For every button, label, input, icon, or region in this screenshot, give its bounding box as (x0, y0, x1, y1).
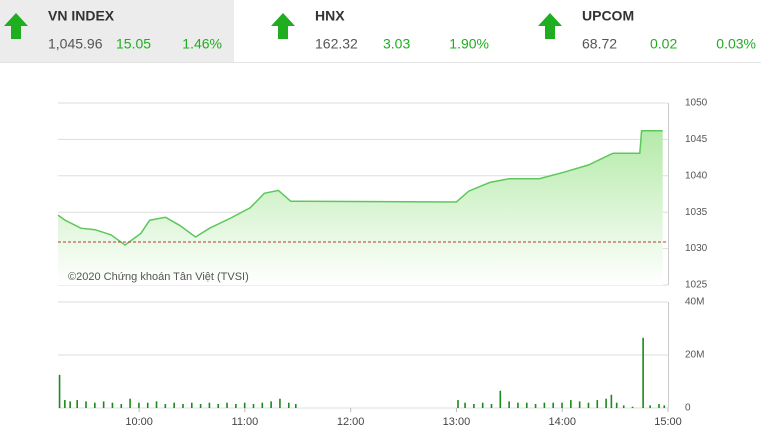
volume-bar (457, 400, 459, 408)
volume-bar (642, 337, 644, 408)
volume-bar (173, 402, 175, 408)
volume-bar (58, 374, 61, 408)
ticker-percent: 0.03% (716, 36, 756, 52)
ticker-change: 0.02 (650, 36, 677, 52)
volume-bar (622, 405, 625, 408)
volume-bar (279, 398, 281, 408)
volume-bar (534, 404, 537, 408)
price-area (58, 130, 663, 285)
volume-bar (649, 405, 651, 408)
up-arrow (538, 13, 562, 39)
volume-bar (464, 402, 466, 408)
volume-bar (243, 402, 246, 408)
x-tick-label: 11:00 (232, 416, 259, 428)
volume-bar (481, 402, 484, 408)
volume-bar (473, 404, 475, 408)
up-arrow (4, 13, 28, 39)
volume-bar (578, 401, 581, 408)
ticker-price: 68.72 (582, 36, 617, 52)
volume-bar (120, 404, 123, 408)
volume-bar (517, 402, 519, 408)
volume-bar (631, 406, 634, 408)
volume-bar (525, 402, 528, 408)
volume-bar (190, 402, 193, 408)
volume-bar (252, 404, 255, 408)
x-tick-label: 15:00 (654, 416, 682, 428)
y-tick-label: 1045 (685, 134, 708, 145)
x-tick-label: 14:00 (548, 416, 576, 428)
volume-bar (508, 401, 510, 408)
x-tick-label: 10:00 (125, 416, 153, 428)
volume-bar (146, 402, 149, 408)
y-tick-label: 20M (685, 350, 704, 361)
ticker-name: VN INDEX (48, 8, 115, 24)
volume-bar (164, 404, 167, 408)
volume-bar (596, 400, 599, 408)
volume-bar (552, 402, 555, 408)
annotation: ©2020 Chứng khoán Tân Việt (TVSI) (68, 271, 249, 283)
volume-bar (94, 402, 96, 408)
ticker-price: 1,045.96 (48, 36, 103, 52)
y-tick-label: 1050 (685, 98, 708, 109)
active-tab[interactable] (0, 0, 234, 62)
ticker-change: 3.03 (383, 36, 410, 52)
volume-bar (295, 404, 297, 408)
ticker-percent: 1.46% (182, 36, 222, 52)
volume-bar (76, 400, 78, 408)
x-tick-label: 13:00 (443, 416, 471, 428)
volume-bar (64, 400, 66, 408)
y-tick-label: 1030 (685, 243, 708, 254)
volume-bar (663, 405, 666, 408)
volume-bar (658, 404, 660, 408)
volume-bar (235, 404, 237, 408)
volume-bar (182, 404, 184, 408)
ticker-change: 15.05 (116, 36, 151, 52)
price-line (57, 129, 663, 246)
volume-bar (129, 398, 131, 408)
y-tick-label: 1040 (685, 170, 708, 181)
ticker-price: 162.32 (315, 36, 358, 52)
volume-bar (199, 404, 202, 408)
volume-bar (561, 402, 563, 408)
y-tick-label: 0 (685, 403, 691, 414)
volume-bar (111, 402, 114, 408)
volume-bar (69, 401, 71, 408)
volume-bar (615, 402, 618, 408)
volume-bar (570, 400, 572, 408)
volume-bar (138, 402, 140, 408)
volume-bar (85, 401, 87, 408)
volume-bar (261, 402, 264, 408)
volume-bar (217, 404, 220, 408)
volume-bar (610, 394, 613, 408)
y-tick-label: 40M (685, 297, 704, 308)
volume-bar (287, 402, 290, 408)
up-arrow (271, 13, 295, 39)
volume-bar (155, 401, 158, 408)
volume-bar (270, 401, 272, 408)
ticker-name: UPCOM (582, 8, 634, 24)
volume-bar (499, 390, 502, 408)
volume-bar (490, 404, 493, 408)
y-tick-label: 1025 (685, 280, 708, 291)
ticker-name: HNX (315, 8, 345, 24)
x-tick-label: 12:00 (337, 416, 365, 428)
y-tick-label: 1035 (685, 207, 708, 218)
volume-bar (102, 401, 105, 408)
ticker-percent: 1.90% (449, 36, 489, 52)
volume-bar (587, 402, 590, 408)
volume-bar (226, 402, 228, 408)
volume-bar (605, 398, 607, 408)
volume-bar (543, 402, 546, 408)
volume-bar (208, 402, 211, 408)
